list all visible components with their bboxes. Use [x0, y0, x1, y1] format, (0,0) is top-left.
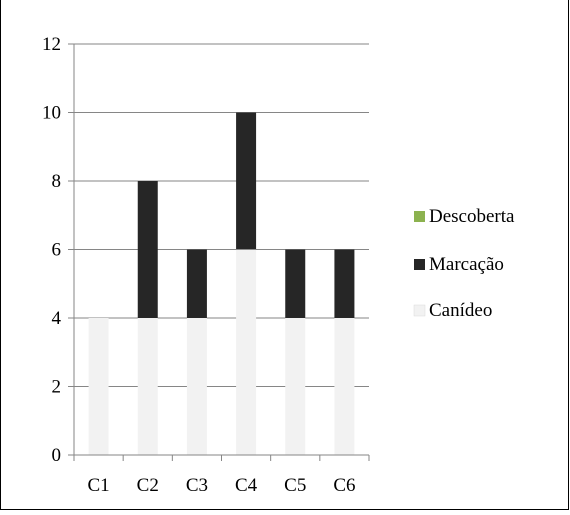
legend-swatch	[413, 304, 426, 317]
axes	[68, 43, 370, 461]
legend-swatch	[414, 211, 425, 222]
bar-segment-can-deo	[334, 318, 355, 455]
y-tick-label: 12	[42, 34, 61, 55]
bar-segment-marca-o	[137, 181, 158, 318]
y-tick-label: 10	[42, 103, 61, 124]
bar-segment-can-deo	[88, 318, 109, 455]
x-tick-label: C6	[333, 475, 355, 496]
x-tick-label: C4	[235, 475, 258, 496]
bar-segment-can-deo	[186, 318, 207, 455]
bar-segment-can-deo	[285, 318, 306, 455]
x-tick-label: C5	[284, 475, 306, 496]
y-tick-label: 4	[52, 308, 62, 329]
x-tick-label: C1	[87, 475, 109, 496]
y-tick-label: 0	[52, 445, 62, 466]
bars	[88, 112, 355, 455]
bar-segment-marca-o	[334, 249, 355, 318]
legend-label: Marcação	[429, 254, 504, 275]
bar-segment-marca-o	[186, 249, 207, 318]
y-tick-label: 6	[52, 240, 62, 261]
bar-segment-can-deo	[236, 249, 257, 455]
gridlines	[74, 43, 369, 387]
y-tick-label: 8	[52, 171, 62, 192]
legend-swatch	[414, 259, 425, 270]
x-tick-labels: C1 C2 C3 C4 C5 C6	[87, 475, 355, 496]
legend: Descoberta Marcação Canídeo	[413, 206, 515, 321]
bar-segment-can-deo	[137, 318, 158, 455]
x-tick-label: C2	[137, 475, 159, 496]
bar-segment-marca-o	[236, 112, 257, 250]
bar-segment-marca-o	[285, 249, 306, 318]
y-tick-label: 2	[52, 377, 62, 398]
x-tick-label: C3	[186, 475, 208, 496]
y-tick-labels: 0 2 4 6 8 10 12	[42, 34, 62, 466]
legend-label: Descoberta	[429, 206, 515, 227]
legend-label: Canídeo	[429, 300, 492, 321]
